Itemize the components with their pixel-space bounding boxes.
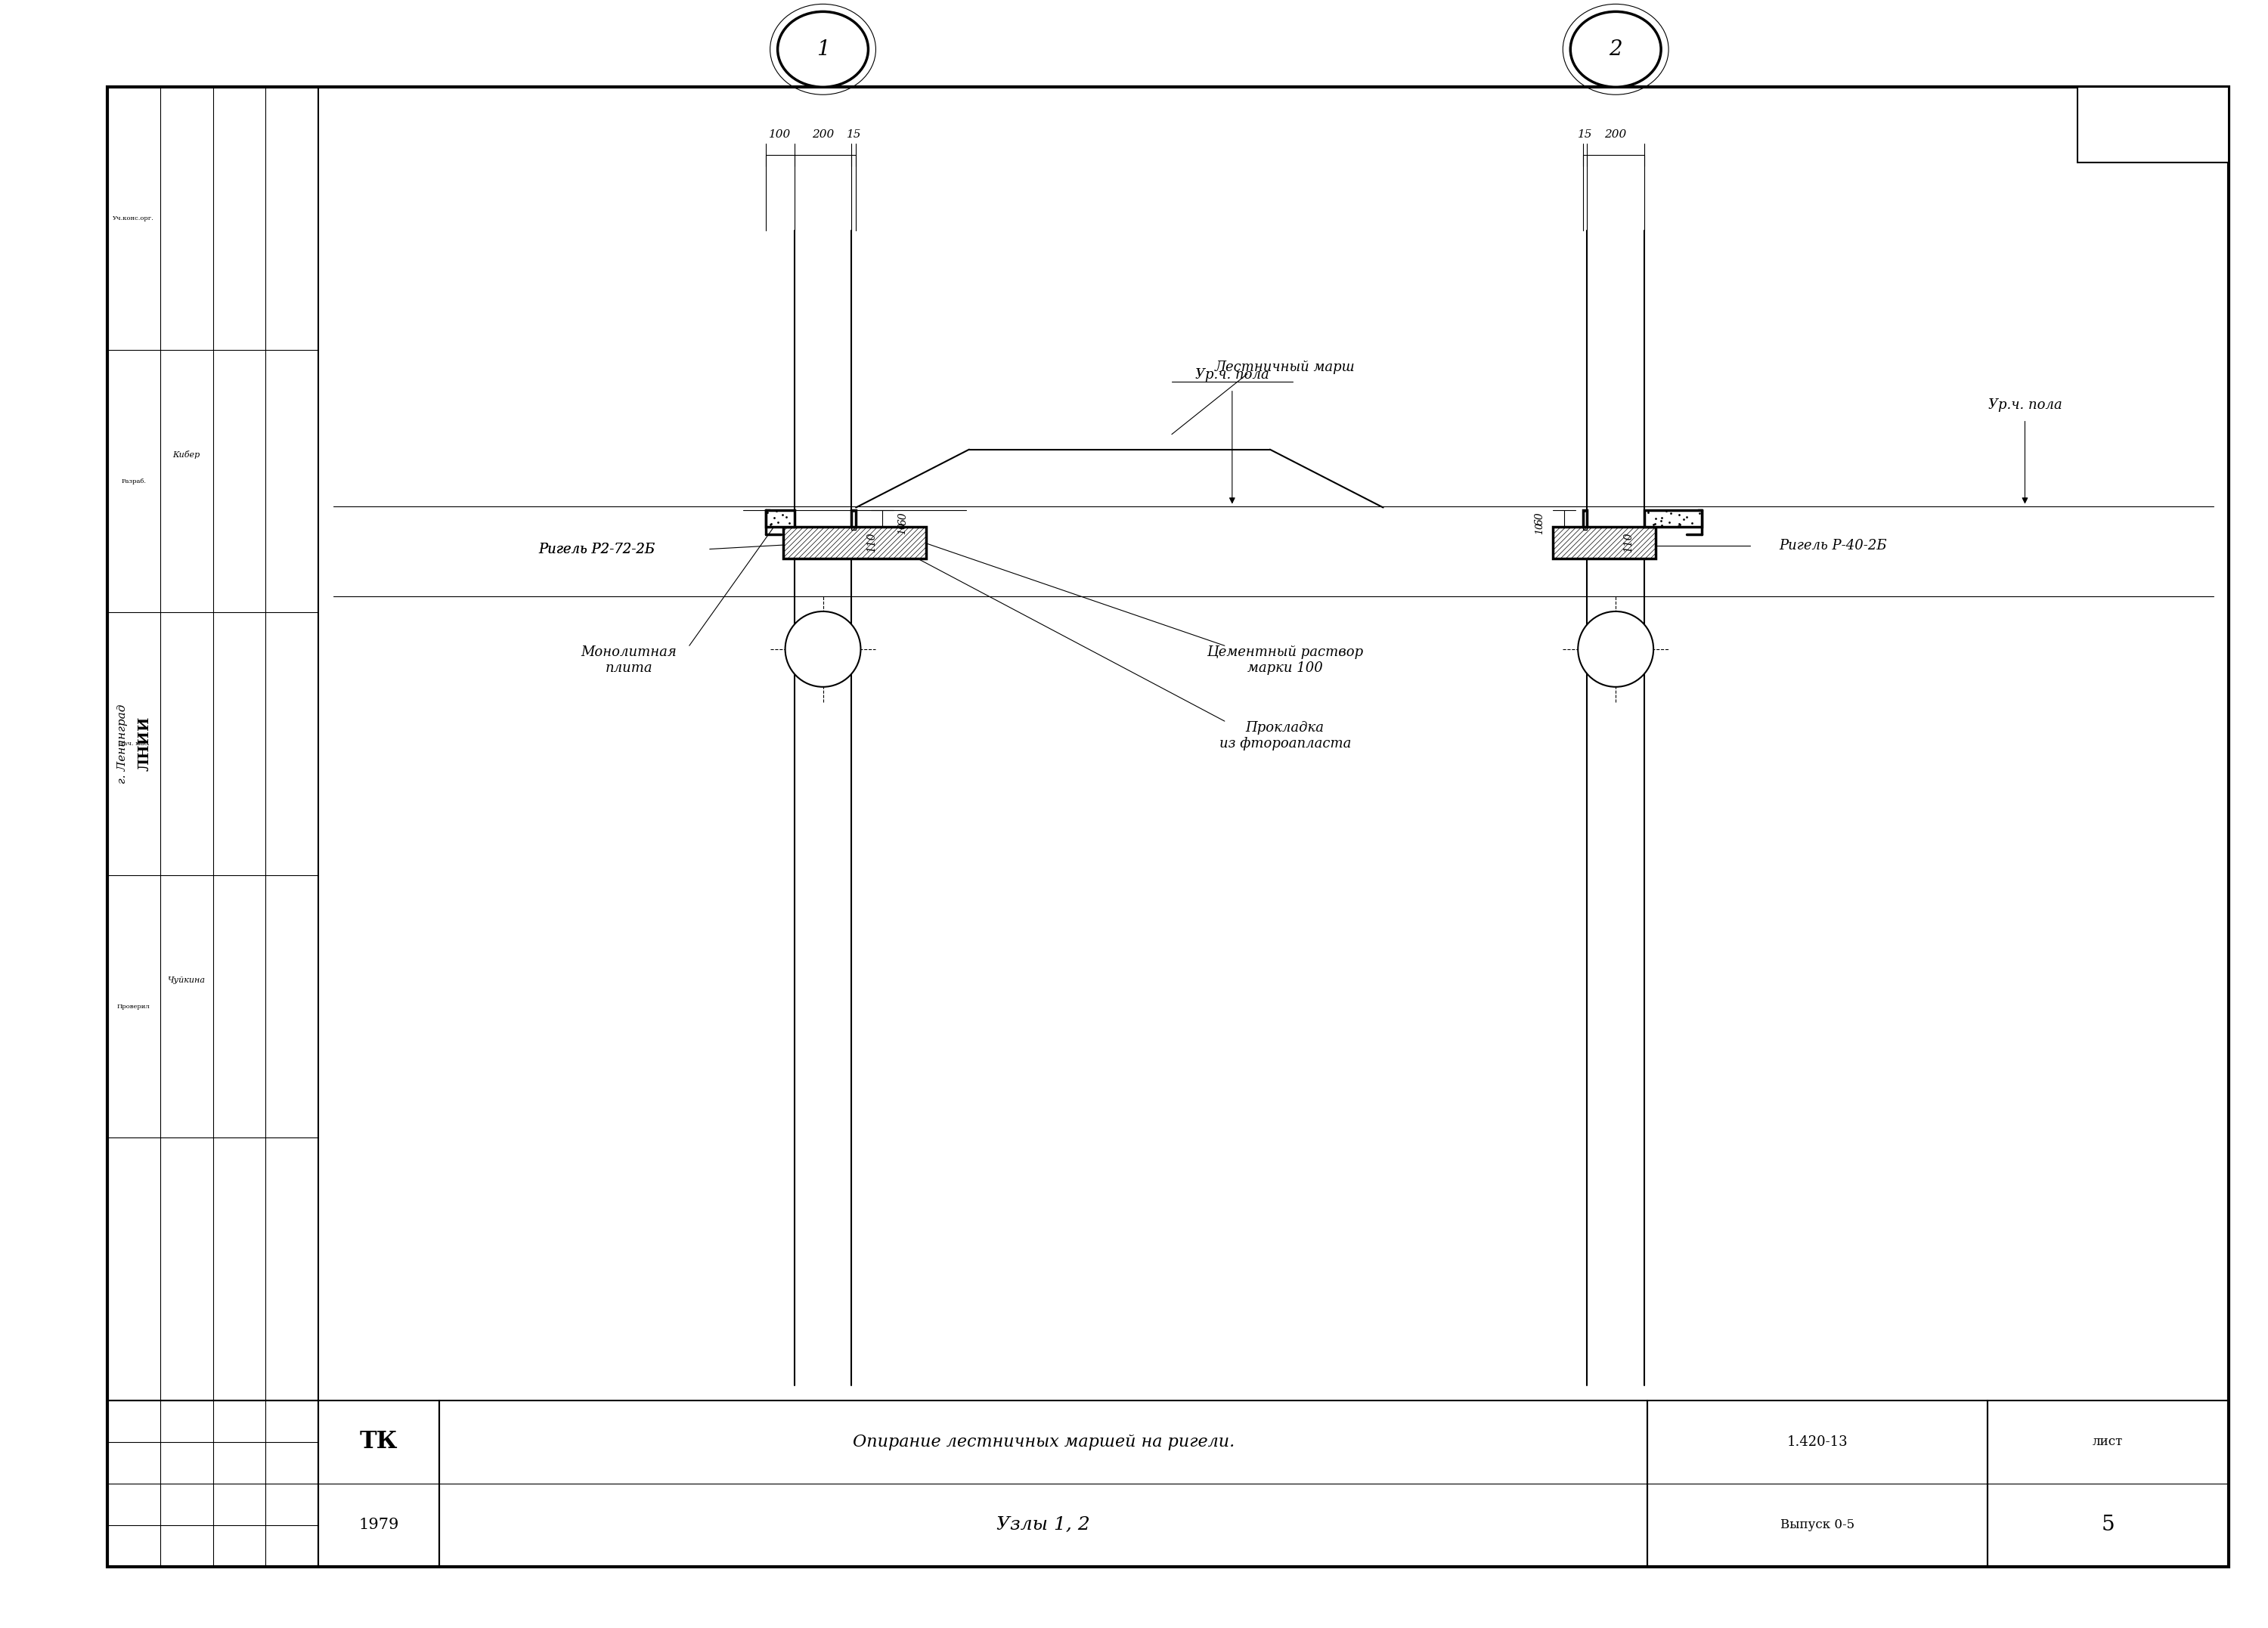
Text: лист: лист: [2093, 1436, 2123, 1449]
Bar: [767, 510, 794, 527]
Text: Лестничный марш: Лестничный марш: [1216, 360, 1356, 374]
Text: Прокладка
из фтороапласта: Прокладка из фтороапласта: [1220, 721, 1352, 751]
Text: Кибер: Кибер: [172, 451, 200, 459]
Text: Ригель Р-40-2Б: Ригель Р-40-2Б: [1778, 539, 1887, 554]
Text: Уч.конс.орг.: Уч.конс.орг.: [113, 215, 154, 221]
Text: Выпуск 0-5: Выпуск 0-5: [1780, 1519, 1855, 1532]
Bar: [1554, 527, 1656, 558]
Text: 60: 60: [1535, 511, 1545, 526]
Bar: [107, 1400, 318, 1566]
Bar: [850, 527, 855, 529]
Text: Ригель Р2-72-2Б: Ригель Р2-72-2Б: [538, 542, 655, 555]
Ellipse shape: [1569, 11, 1660, 88]
Ellipse shape: [778, 11, 869, 88]
Bar: [2077, 88, 2229, 163]
Text: 5: 5: [2102, 1514, 2114, 1535]
Text: 10: 10: [898, 523, 907, 534]
Bar: [850, 510, 855, 527]
Bar: [318, 1400, 440, 1566]
Text: 10: 10: [1535, 523, 1545, 534]
Text: Цементный раствор
марки 100: Цементный раствор марки 100: [1207, 646, 1363, 676]
Bar: [1583, 527, 1588, 529]
Text: 60: 60: [898, 511, 907, 526]
Text: 1.420-13: 1.420-13: [1787, 1436, 1848, 1449]
Text: Ур.ч. пола: Ур.ч. пола: [1989, 399, 2062, 412]
Text: 2: 2: [1608, 39, 1622, 60]
Text: 200: 200: [1606, 129, 1626, 140]
Text: Проверил: Проверил: [118, 1003, 150, 1009]
Bar: [782, 527, 925, 558]
Bar: [782, 527, 925, 558]
Text: 110: 110: [866, 532, 878, 554]
Circle shape: [785, 612, 860, 687]
Text: 200: 200: [812, 129, 835, 140]
Bar: [440, 1400, 1647, 1566]
Text: 15: 15: [846, 129, 862, 140]
Text: Ур.ч. пола: Ур.ч. пола: [1195, 368, 1270, 381]
Text: 13: 13: [2141, 116, 2166, 133]
Text: 15: 15: [1579, 129, 1592, 140]
Text: ТК: ТК: [361, 1431, 397, 1454]
Text: 1979: 1979: [358, 1517, 399, 1532]
Text: 110: 110: [1624, 532, 1633, 554]
Text: Монолитная
плита: Монолитная плита: [581, 646, 676, 676]
Text: Опирание лестничных маршей на ригели.: Опирание лестничных маршей на ригели.: [853, 1434, 1234, 1451]
Bar: [1644, 510, 1701, 527]
Bar: [1647, 1400, 1987, 1566]
Bar: [1987, 1400, 2229, 1566]
Text: Узлы 1, 2: Узлы 1, 2: [996, 1516, 1091, 1534]
Text: 1: 1: [816, 39, 830, 60]
Text: Нач. мас.: Нач. мас.: [118, 741, 150, 747]
Text: г. Ленинград: г. Ленинград: [118, 703, 127, 783]
Text: ЛНИИ: ЛНИИ: [138, 716, 152, 772]
Text: 100: 100: [769, 129, 792, 140]
Bar: [1554, 527, 1656, 558]
Circle shape: [1579, 612, 1653, 687]
Text: Ригель Р2-72-2Б: Ригель Р2-72-2Б: [538, 542, 655, 555]
Bar: [107, 88, 318, 1400]
Text: Чуйкина: Чуйкина: [168, 977, 206, 983]
Text: Разраб.: Разраб.: [120, 479, 145, 484]
Bar: [1583, 510, 1588, 527]
